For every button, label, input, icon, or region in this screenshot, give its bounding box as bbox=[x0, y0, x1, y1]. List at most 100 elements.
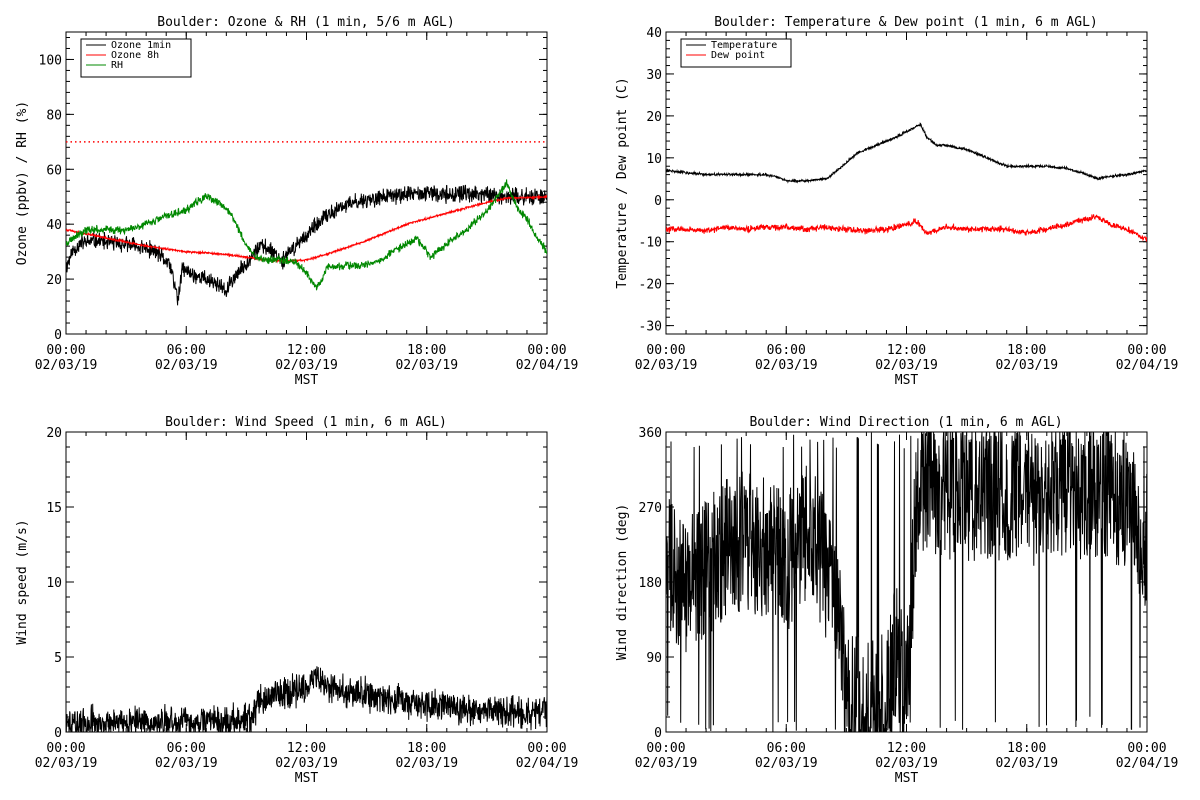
x-axis-label: MST bbox=[895, 373, 919, 388]
y-tick-label: 40 bbox=[646, 26, 662, 41]
panel-title: Boulder: Wind Direction (1 min, 6 m AGL) bbox=[749, 415, 1062, 430]
x-tick-time-label: 12:00 bbox=[287, 343, 326, 358]
series-group bbox=[666, 432, 1147, 732]
x-tick-time-label: 00:00 bbox=[646, 741, 685, 756]
x-tick-date-label: 02/03/19 bbox=[395, 756, 458, 771]
y-tick-label: 0 bbox=[654, 194, 662, 209]
x-tick-date-label: 02/03/19 bbox=[275, 756, 338, 771]
series-line bbox=[66, 184, 547, 306]
x-tick-date-label: 02/03/19 bbox=[755, 756, 818, 771]
legend-label: Dew point bbox=[711, 50, 765, 61]
ozone-rh-panel: Boulder: Ozone & RH (1 min, 5/6 m AGL) 0… bbox=[15, 15, 578, 388]
x-tick-time-label: 00:00 bbox=[46, 741, 85, 756]
x-tick-time-label: 12:00 bbox=[887, 741, 926, 756]
x-tick-date-label: 02/03/19 bbox=[995, 358, 1058, 373]
y-tick-label: 20 bbox=[46, 426, 62, 441]
x-tick-time-label: 18:00 bbox=[407, 741, 446, 756]
x-tick-date-label: 02/03/19 bbox=[155, 358, 218, 373]
panel-title: Boulder: Ozone & RH (1 min, 5/6 m AGL) bbox=[157, 15, 454, 30]
x-tick-time-label: 18:00 bbox=[1007, 343, 1046, 358]
y-tick-label: 100 bbox=[39, 53, 62, 68]
y-axis-label: Temperature / Dew point (C) bbox=[615, 77, 630, 288]
series-line bbox=[666, 214, 1147, 242]
y-axis-label: Wind speed (m/s) bbox=[15, 519, 30, 644]
x-tick-date-label: 02/03/19 bbox=[995, 756, 1058, 771]
x-tick-time-label: 06:00 bbox=[167, 741, 206, 756]
x-tick-time-label: 18:00 bbox=[407, 343, 446, 358]
legend-label: Temperature bbox=[711, 40, 777, 51]
x-tick-time-label: 00:00 bbox=[1127, 741, 1166, 756]
y-tick-label: -20 bbox=[639, 278, 662, 293]
x-tick-time-label: 18:00 bbox=[1007, 741, 1046, 756]
x-tick-date-label: 02/03/19 bbox=[875, 358, 938, 373]
x-tick-date-label: 02/03/19 bbox=[755, 358, 818, 373]
x-tick-time-label: 12:00 bbox=[887, 343, 926, 358]
plot-frame bbox=[665, 31, 1148, 335]
y-tick-label: 180 bbox=[639, 576, 662, 591]
wind-direction-panel: Boulder: Wind Direction (1 min, 6 m AGL)… bbox=[615, 415, 1178, 786]
y-tick-label: 20 bbox=[646, 110, 662, 125]
x-tick-date-label: 02/03/19 bbox=[35, 756, 98, 771]
panel-title: Boulder: Temperature & Dew point (1 min,… bbox=[714, 15, 1098, 30]
series-line bbox=[66, 179, 547, 291]
wind-speed-panel: Boulder: Wind Speed (1 min, 6 m AGL) 0 5 1… bbox=[15, 415, 578, 786]
x-tick-date-label: 02/04/19 bbox=[1116, 358, 1179, 373]
y-tick-label: 0 bbox=[54, 726, 62, 741]
x-tick-date-label: 02/03/19 bbox=[875, 756, 938, 771]
x-tick-time-label: 06:00 bbox=[767, 741, 806, 756]
x-tick-date-label: 02/03/19 bbox=[395, 358, 458, 373]
x-tick-date-label: 02/03/19 bbox=[635, 756, 698, 771]
y-tick-label: 5 bbox=[54, 651, 62, 666]
y-tick-label: 10 bbox=[646, 152, 662, 167]
y-tick-label: 15 bbox=[46, 501, 62, 516]
x-tick-date-label: 02/03/19 bbox=[275, 358, 338, 373]
x-tick-time-label: 06:00 bbox=[167, 343, 206, 358]
series-group bbox=[666, 122, 1147, 242]
y-tick-label: 0 bbox=[54, 328, 62, 343]
y-tick-label: 80 bbox=[46, 108, 62, 123]
series-line bbox=[666, 432, 1147, 732]
y-tick-label: 0 bbox=[654, 726, 662, 741]
series-group bbox=[66, 666, 547, 732]
x-axis-label: MST bbox=[295, 771, 319, 786]
x-tick-date-label: 02/04/19 bbox=[516, 756, 579, 771]
x-tick-time-label: 06:00 bbox=[767, 343, 806, 358]
x-tick-date-label: 02/03/19 bbox=[635, 358, 698, 373]
y-tick-label: -10 bbox=[639, 236, 662, 251]
y-tick-label: -30 bbox=[639, 320, 662, 335]
x-axis-label: MST bbox=[895, 771, 919, 786]
series-group bbox=[66, 179, 547, 306]
y-tick-label: 60 bbox=[46, 163, 62, 178]
y-tick-label: 360 bbox=[639, 426, 662, 441]
y-tick-label: 270 bbox=[639, 501, 662, 516]
x-tick-time-label: 00:00 bbox=[527, 343, 566, 358]
legend-label: RH bbox=[111, 60, 123, 71]
series-line bbox=[666, 122, 1147, 184]
x-tick-time-label: 12:00 bbox=[287, 741, 326, 756]
x-tick-time-label: 00:00 bbox=[46, 343, 85, 358]
x-tick-time-label: 00:00 bbox=[1127, 343, 1166, 358]
legend-label: Ozone 1min bbox=[111, 40, 171, 51]
series-line bbox=[66, 194, 547, 264]
panel-title: Boulder: Wind Speed (1 min, 6 m AGL) bbox=[165, 415, 447, 430]
x-tick-date-label: 02/03/19 bbox=[35, 358, 98, 373]
legend-label: Ozone 8h bbox=[111, 50, 159, 61]
y-tick-label: 20 bbox=[46, 273, 62, 288]
y-tick-label: 40 bbox=[46, 218, 62, 233]
temperature-dewpoint-panel: Boulder: Temperature & Dew point (1 min,… bbox=[615, 15, 1178, 388]
x-tick-date-label: 02/04/19 bbox=[516, 358, 579, 373]
x-tick-date-label: 02/03/19 bbox=[155, 756, 218, 771]
x-tick-date-label: 02/04/19 bbox=[1116, 756, 1179, 771]
y-tick-label: 90 bbox=[646, 651, 662, 666]
legend-box bbox=[680, 38, 792, 68]
series-line bbox=[66, 666, 547, 732]
x-axis-label: MST bbox=[295, 373, 319, 388]
y-axis-label: Wind direction (deg) bbox=[615, 504, 630, 661]
y-tick-label: 30 bbox=[646, 68, 662, 83]
y-axis-label: Ozone (ppbv) / RH (%) bbox=[15, 101, 30, 265]
y-tick-label: 10 bbox=[46, 576, 62, 591]
x-tick-time-label: 00:00 bbox=[527, 741, 566, 756]
